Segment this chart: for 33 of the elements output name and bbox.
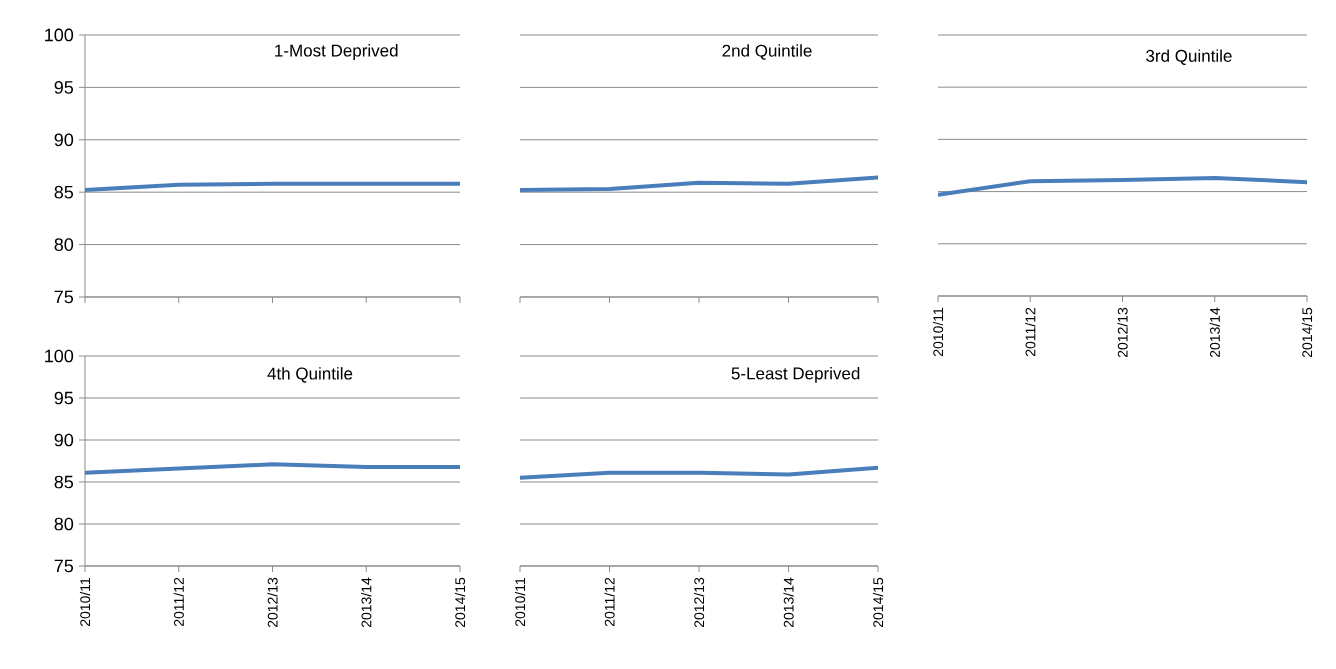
x-tick-label: 2011/12 bbox=[1025, 307, 1036, 357]
x-tick-label: 2013/14 bbox=[361, 577, 372, 628]
y-tick-label: 100 bbox=[45, 349, 74, 363]
x-tick-label: 2014/15 bbox=[872, 577, 884, 628]
x-tick-label: 2012/13 bbox=[693, 577, 705, 628]
x-tick-label: 2010/11 bbox=[79, 577, 91, 627]
x-tick-label: 2013/14 bbox=[1209, 307, 1220, 358]
x-tick-label: 2012/13 bbox=[267, 577, 278, 628]
y-tick-label: 100 bbox=[45, 28, 74, 42]
y-tick-label: 75 bbox=[54, 559, 74, 573]
y-tick-label: 85 bbox=[54, 475, 74, 489]
x-tick-label: 2011/12 bbox=[604, 577, 615, 627]
text: 1-Most Deprived bbox=[275, 44, 398, 60]
line-series bbox=[85, 462, 461, 475]
y-tick-label: 85 bbox=[54, 185, 74, 199]
y-tick-label: 95 bbox=[54, 391, 74, 405]
y-tick-label: 80 bbox=[54, 238, 74, 251]
text: 4th Quintile bbox=[267, 367, 353, 383]
y-tick-label: 90 bbox=[54, 433, 74, 447]
x-tick-label: 2014/15 bbox=[1301, 307, 1313, 358]
x-tick-label: 2014/15 bbox=[454, 577, 466, 628]
x-tick-label: 2010/11 bbox=[514, 577, 526, 627]
x-tick-label: 2010/11 bbox=[932, 307, 944, 357]
text: 2nd Quintile bbox=[722, 44, 812, 60]
y-tick-label: 90 bbox=[54, 133, 74, 147]
y-tick-label: 80 bbox=[54, 517, 74, 531]
x-tick-label: 2011/12 bbox=[173, 577, 184, 627]
text: 5-Least Deprived bbox=[731, 366, 860, 383]
text: 3rd Quintile bbox=[1146, 49, 1232, 65]
y-tick-label: 75 bbox=[54, 290, 74, 304]
x-tick-label: 2012/13 bbox=[1117, 307, 1128, 358]
y-tick-label: 95 bbox=[54, 81, 74, 94]
x-tick-label: 2013/14 bbox=[783, 577, 794, 628]
